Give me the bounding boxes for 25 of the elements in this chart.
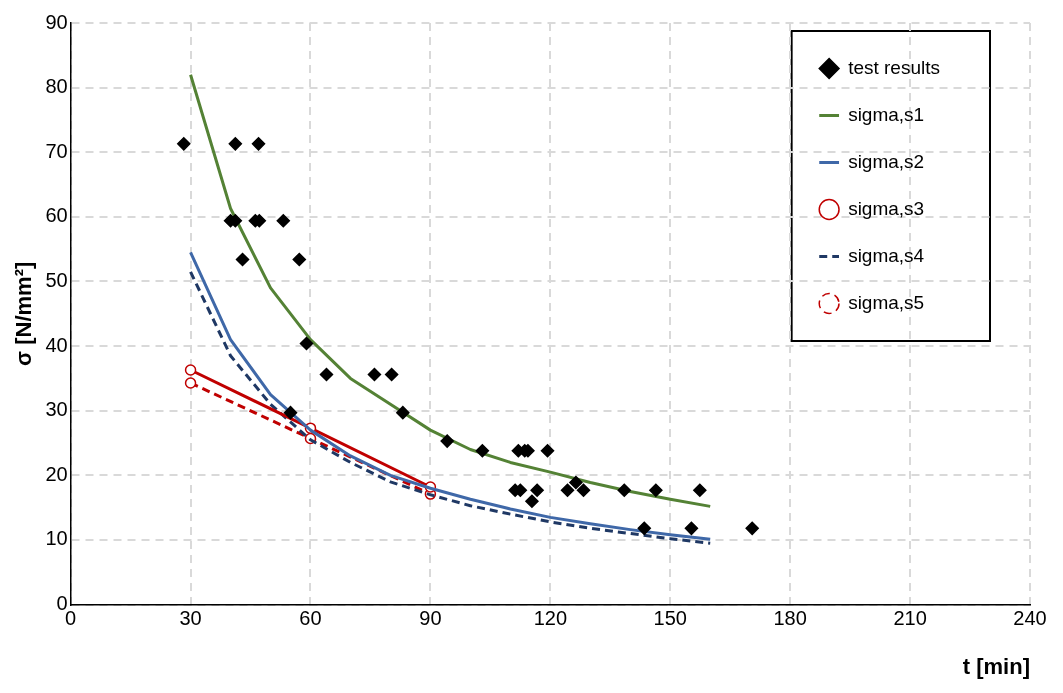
y-tick-label: 10 — [45, 527, 68, 550]
y-axis-title: σ [N/mm²] — [11, 261, 37, 366]
legend-label: sigma,s4 — [848, 244, 925, 266]
y-tick-label: 20 — [45, 462, 68, 485]
y-tick-label: 40 — [45, 333, 68, 356]
x-tick-label: 30 — [179, 607, 202, 630]
x-tick-label: 120 — [533, 607, 568, 630]
y-tick-label: 70 — [45, 139, 68, 162]
x-axis-title: t [min] — [962, 653, 1030, 679]
legend-label: sigma,s5 — [848, 291, 925, 313]
legend-label: sigma,s3 — [848, 197, 925, 219]
x-tick-label: 210 — [893, 607, 927, 630]
legend-label: sigma,s2 — [848, 150, 925, 172]
x-tick-label: 240 — [1013, 607, 1047, 630]
legend-label: sigma,s1 — [848, 103, 925, 125]
x-tick-label: 180 — [773, 607, 807, 630]
y-tick-label: 50 — [45, 269, 68, 291]
x-tick-label: 150 — [653, 607, 687, 630]
x-tick-label: 60 — [299, 607, 322, 630]
y-tick-label: 80 — [45, 75, 68, 98]
y-tick-label: 60 — [45, 204, 68, 227]
y-tick-label: 30 — [45, 398, 68, 421]
legend-label: test results — [848, 56, 941, 78]
x-tick-label: 90 — [419, 607, 442, 630]
y-tick-label: 90 — [45, 10, 68, 33]
